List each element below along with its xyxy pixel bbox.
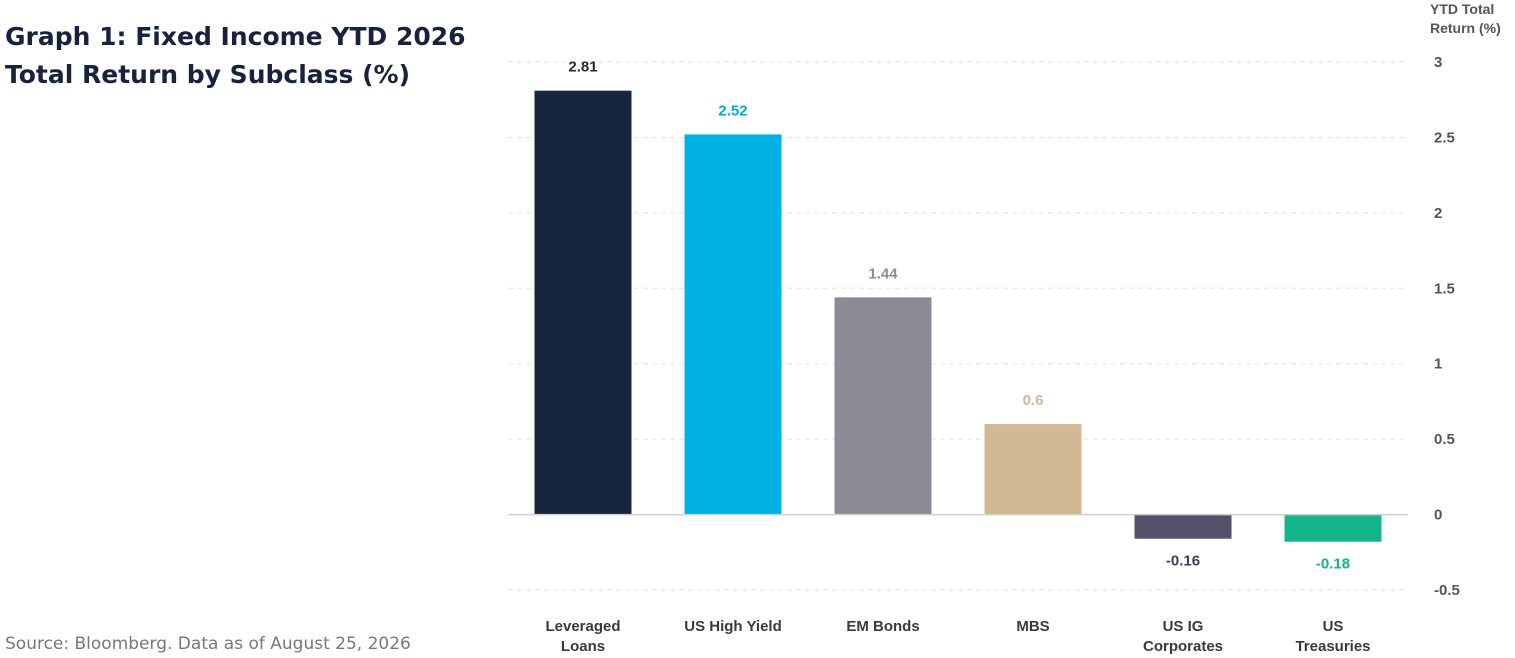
bar (1134, 514, 1232, 539)
y-tick-label: 1.5 (1434, 280, 1455, 297)
x-tick-label: Leveraged (545, 618, 620, 635)
x-tick-label: MBS (1016, 618, 1049, 635)
y-tick-label: 0.5 (1434, 431, 1455, 448)
y-tick-label: -0.5 (1434, 582, 1460, 599)
chart-title-line-1: Graph 1: Fixed Income YTD 2026 (5, 22, 466, 51)
y-axis-title-line-2: Return (%) (1430, 20, 1501, 36)
y-tick-label: 0 (1434, 507, 1442, 524)
bar (834, 297, 932, 515)
x-tick-label: EM Bonds (846, 618, 919, 635)
data-label: 1.44 (868, 265, 898, 282)
x-tick-label: US High Yield (684, 618, 782, 635)
x-tick-label: Treasuries (1295, 638, 1370, 655)
data-label: 2.52 (718, 102, 747, 119)
data-label: -0.18 (1316, 556, 1350, 573)
x-tick-label: US (1323, 618, 1344, 635)
y-tick-label: 3 (1434, 54, 1442, 71)
x-tick-label: Loans (561, 638, 605, 655)
data-label: 0.6 (1023, 392, 1044, 409)
x-tick-label: Corporates (1143, 638, 1223, 655)
y-tick-label: 2.5 (1434, 129, 1455, 146)
data-label: 2.81 (568, 59, 597, 76)
data-label: -0.16 (1166, 553, 1200, 570)
x-tick-label: US IG (1163, 618, 1204, 635)
y-axis-title: YTD Total Return (%) (1430, 0, 1514, 38)
bar (684, 134, 782, 515)
bar (984, 424, 1082, 515)
y-tick-label: 1 (1434, 356, 1442, 373)
bar (534, 90, 632, 515)
y-axis-title-line-1: YTD Total (1430, 1, 1495, 17)
bar (1284, 514, 1382, 542)
chart-title: Graph 1: Fixed Income YTD 2026 Total Ret… (5, 18, 475, 94)
y-tick-label: 2 (1434, 205, 1442, 222)
chart-title-line-2: Total Return by Subclass (%) (5, 60, 411, 89)
source-note: Source: Bloomberg. Data as of August 25,… (5, 634, 411, 654)
